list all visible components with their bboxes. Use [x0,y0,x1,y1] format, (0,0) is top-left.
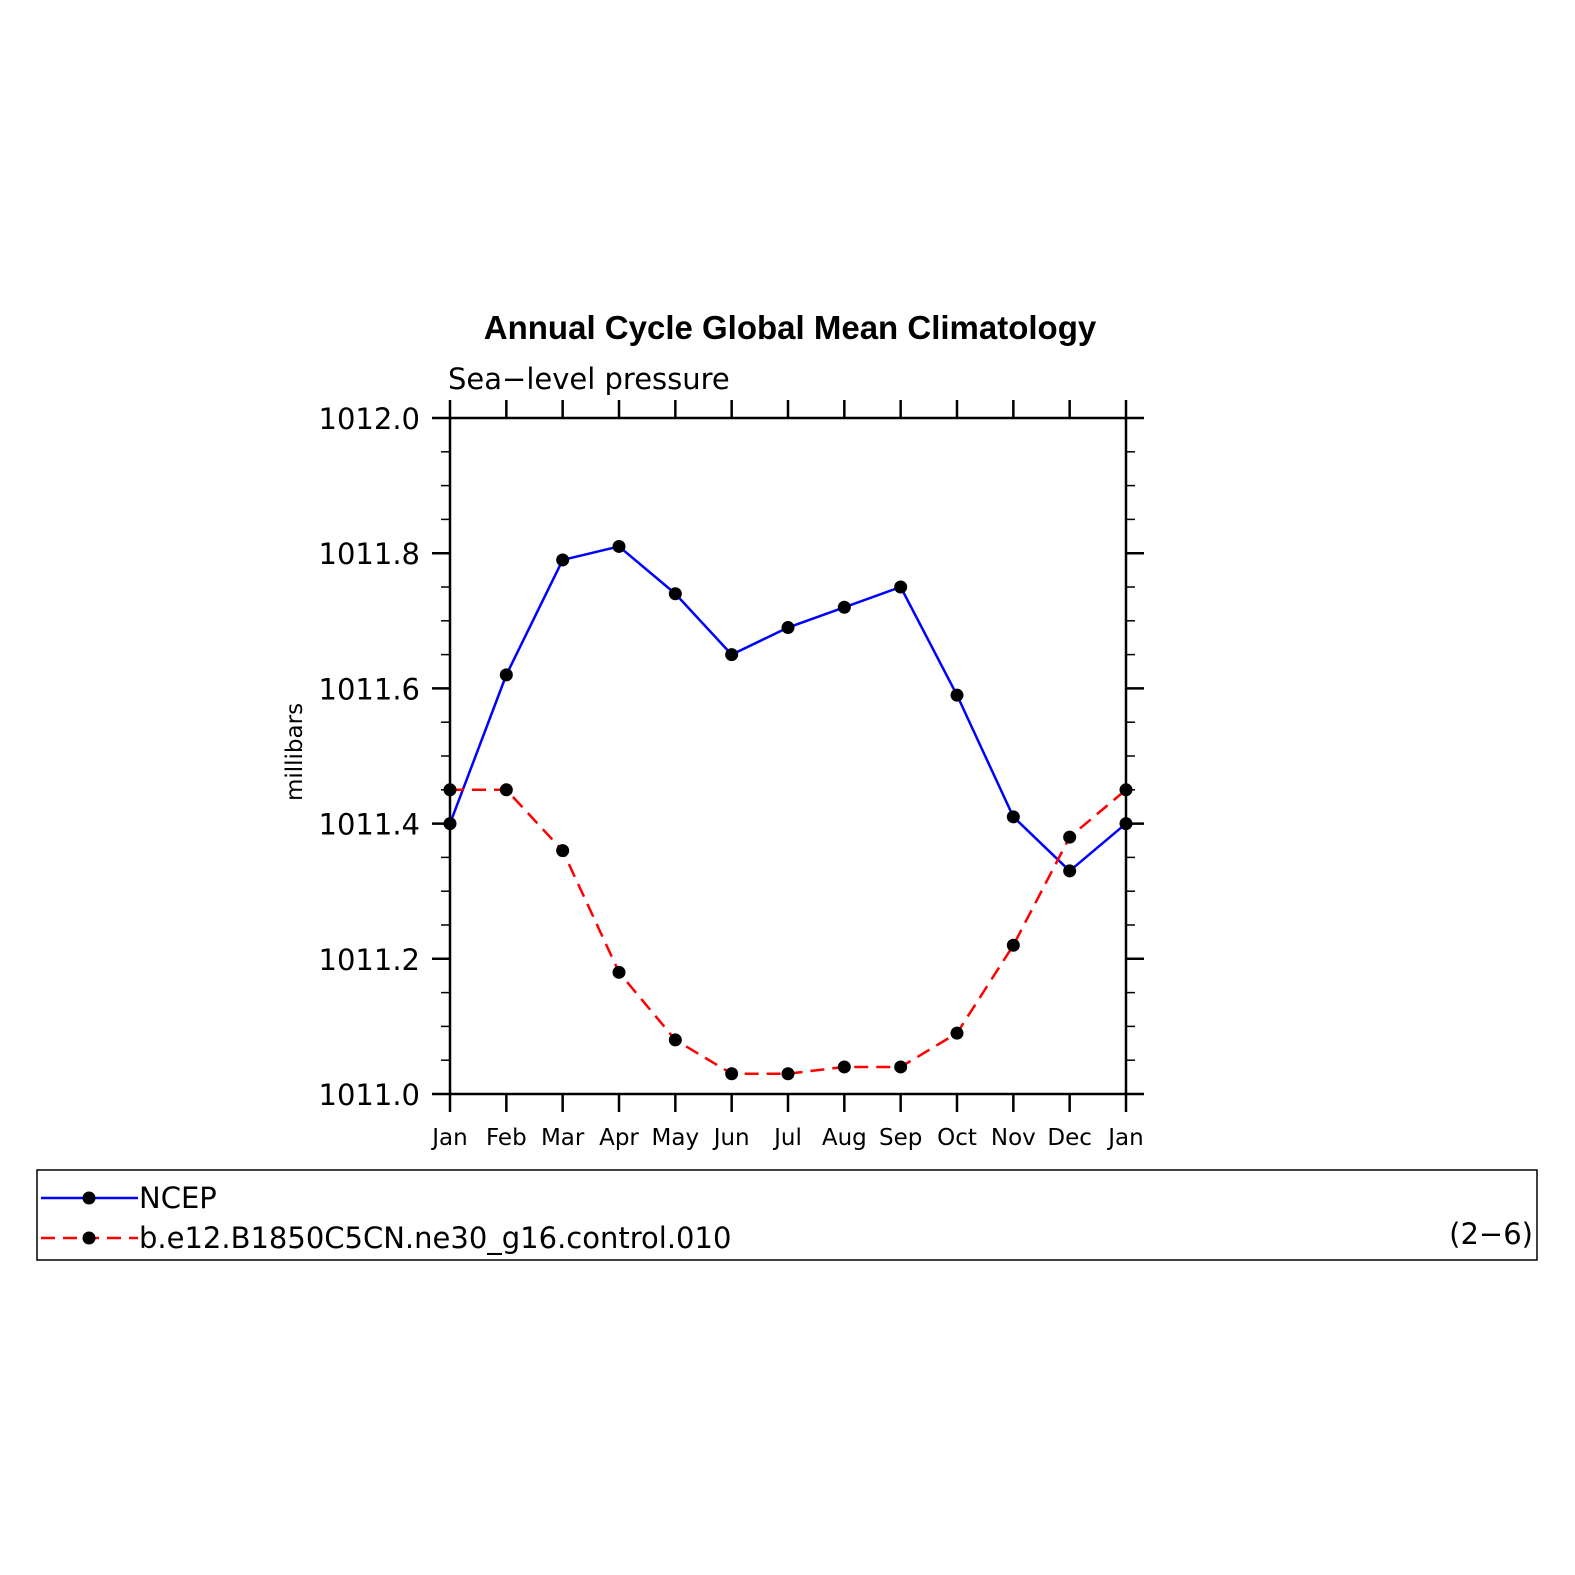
data-point-series-1 [612,539,626,553]
data-point-series-1 [1119,817,1133,831]
panel-annotation: (2−6) [1449,1217,1533,1251]
legend: NCEP b.e12.B1850C5CN.ne30_g16.control.010 [41,1181,731,1255]
legend-box [36,1169,1538,1261]
x-tick-label: Feb [486,1125,527,1151]
y-tick-label: 1011.2 [319,943,420,977]
legend-marker-2 [82,1231,96,1245]
data-point-series-1 [781,621,795,635]
x-tick-label: Jun [712,1125,750,1151]
x-tick-label: Aug [822,1125,867,1151]
plot-frame [448,416,1128,1096]
data-point-series-2 [443,783,457,797]
legend-label-2: b.e12.B1850C5CN.ne30_g16.control.010 [139,1221,731,1255]
data-point-series-1 [837,600,851,614]
data-point-series-2 [950,1026,964,1040]
data-point-series-2 [556,844,570,858]
x-tick-label: Mar [541,1125,585,1151]
data-point-series-2 [1119,783,1133,797]
y-tick-label: 1011.6 [319,672,420,706]
x-tick-label: Oct [937,1125,977,1151]
legend-label-1: NCEP [139,1181,217,1215]
series-line-2 [450,788,1127,1075]
x-tick-label: Jul [772,1125,802,1151]
y-axis-label: millibars [282,703,308,801]
series-line-1 [448,545,1127,873]
data-point-series-2 [668,1033,682,1047]
data-point-series-2 [612,965,626,979]
data-point-series-1 [443,817,457,831]
x-tick-label: Sep [879,1125,922,1151]
data-point-series-2 [1006,938,1020,952]
y-tick-label: 1011.8 [319,537,420,571]
y-tick-label: 1011.4 [319,808,420,842]
y-tick-label: 1012.0 [319,402,420,436]
data-point-series-2 [894,1060,908,1074]
data-point-series-1 [668,587,682,601]
chart-subtitle: Sea−level pressure [448,362,730,396]
data-point-series-1 [556,553,570,567]
chart-title: Annual Cycle Global Mean Climatology [484,309,1097,346]
x-tick-label: May [652,1125,700,1151]
data-point-series-1 [950,688,964,702]
data-point-series-1 [1006,810,1020,824]
data-point-series-1 [894,580,908,594]
data-point-series-1 [1063,864,1077,878]
plot-area: 1011.0 1011.2 1011.4 1011.6 1011.8 1012.0 Jan F… [319,400,1144,1151]
legend-marker-1 [82,1191,96,1205]
x-tick-label: Dec [1047,1125,1092,1151]
data-point-series-2 [1063,830,1077,844]
x-tick-label: Jan [430,1125,467,1151]
data-point-series-2 [781,1067,795,1081]
x-tick-label: Jan [1106,1125,1143,1151]
y-tick-label: 1011.0 [319,1078,420,1112]
data-point-series-1 [499,668,513,682]
data-point-series-2 [725,1067,739,1081]
x-tick-label: Apr [599,1125,639,1151]
x-tick-label: Nov [991,1125,1036,1151]
data-point-series-1 [725,648,739,662]
data-point-series-2 [499,783,513,797]
data-point-series-2 [837,1060,851,1074]
